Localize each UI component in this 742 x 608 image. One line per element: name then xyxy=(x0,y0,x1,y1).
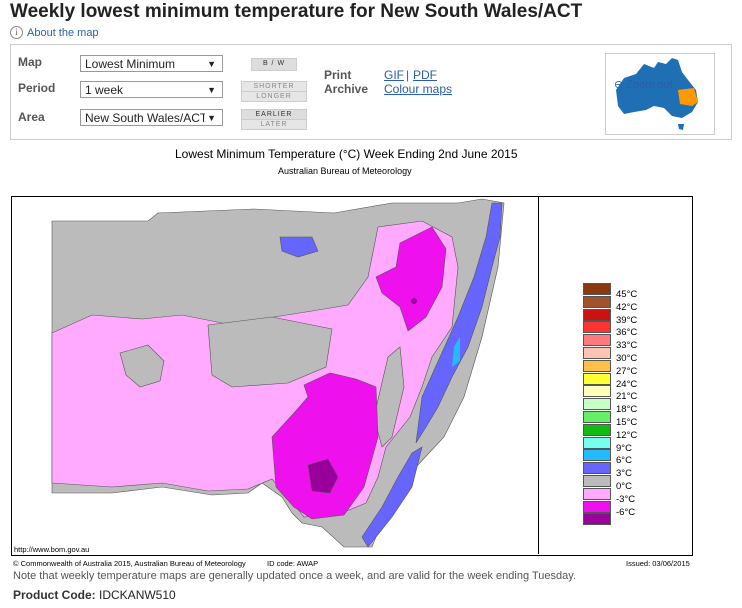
legend-label: 45°C xyxy=(616,289,638,300)
legend-label: 15°C xyxy=(616,417,638,428)
map-select-value: Lowest Minimum xyxy=(85,57,176,71)
legend-label: 33°C xyxy=(616,340,638,352)
legend-label: 18°C xyxy=(616,404,638,416)
legend-swatch xyxy=(583,423,611,436)
legend-label: 0°C xyxy=(616,481,632,492)
legend-swatch xyxy=(583,372,611,385)
legend-label: 6°C xyxy=(616,455,632,467)
product-code-value: IDCKANW510 xyxy=(99,588,176,602)
legend-label: 30°C xyxy=(616,353,638,364)
legend-label: -6°C xyxy=(616,506,636,518)
legend-swatch xyxy=(583,321,611,334)
dropdown-arrow-icon: ▼ xyxy=(205,110,216,125)
update-note: Note that weekly temperature maps are ge… xyxy=(13,570,576,582)
issued-date: Issued: 03/06/2015 xyxy=(626,559,690,568)
period-select-value: 1 week xyxy=(85,83,124,97)
link-separator: | xyxy=(406,68,410,82)
gif-link[interactable]: GIF xyxy=(384,68,404,82)
legend-swatch xyxy=(583,487,611,500)
australia-thumbnail-map[interactable] xyxy=(605,53,715,135)
zoom-out-link[interactable]: ⊖ Zoom out xyxy=(614,78,673,91)
area-label: Area xyxy=(18,110,45,124)
pdf-link[interactable]: PDF xyxy=(413,68,437,82)
legend-swatch xyxy=(583,283,611,295)
legend-swatch xyxy=(583,334,611,347)
legend-label: 24°C xyxy=(616,378,638,390)
controls-panel: Map Period Area Lowest Minimum ▼ 1 week … xyxy=(10,44,732,140)
copyright-text: © Commonwealth of Australia 2015, Austra… xyxy=(13,559,246,568)
id-code-text: ID code: AWAP xyxy=(267,559,319,568)
legend-label: 21°C xyxy=(616,391,638,403)
about-map-link[interactable]: i About the map xyxy=(10,26,99,39)
legend-label: 9°C xyxy=(616,442,632,454)
legend-swatch xyxy=(583,359,611,372)
legend-swatch xyxy=(583,385,611,398)
legend-swatch xyxy=(583,462,611,475)
period-select[interactable]: 1 week ▼ xyxy=(80,81,223,98)
page-title: Weekly lowest minimum temperature for Ne… xyxy=(10,1,583,22)
legend-label: 3°C xyxy=(616,468,632,480)
period-label: Period xyxy=(18,81,56,95)
bom-url: http://www.bom.gov.au xyxy=(14,545,90,554)
area-select-value: New South Wales/ACT xyxy=(85,111,208,125)
map-title: Lowest Minimum Temperature (°C) Week End… xyxy=(175,147,518,161)
print-label: Print xyxy=(324,68,352,82)
legend-swatch xyxy=(583,500,611,513)
legend-swatch xyxy=(583,398,611,411)
legend-label: 39°C xyxy=(616,314,638,326)
dropdown-arrow-icon: ▼ xyxy=(207,85,216,95)
legend-label: 42°C xyxy=(616,301,638,313)
legend-swatch xyxy=(583,295,611,308)
map-subtitle: Australian Bureau of Meteorology xyxy=(278,166,412,176)
dropdown-arrow-icon: ▼ xyxy=(207,59,216,69)
colour-maps-link[interactable]: Colour maps xyxy=(384,82,453,96)
product-code-label: Product Code: xyxy=(13,588,96,602)
zoom-out-icon: ⊖ xyxy=(614,79,624,91)
legend-label: 12°C xyxy=(616,429,638,441)
bw-button[interactable]: B / W xyxy=(251,58,297,71)
about-map-label: About the map xyxy=(27,26,99,39)
legend-label: -3°C xyxy=(616,493,636,505)
australia-icon xyxy=(616,58,698,130)
map-select[interactable]: Lowest Minimum ▼ xyxy=(80,55,223,72)
legend-label: 36°C xyxy=(616,327,638,339)
map-legend-divider xyxy=(538,196,539,554)
legend-swatch xyxy=(583,308,611,321)
product-code: Product Code: IDCKANW510 xyxy=(13,588,176,602)
zoom-out-label: Zoom out xyxy=(626,79,673,91)
legend-swatch xyxy=(583,347,611,359)
legend-label: 27°C xyxy=(616,365,638,377)
archive-label: Archive xyxy=(324,82,369,96)
info-icon: i xyxy=(10,26,23,39)
legend-swatch xyxy=(583,411,611,423)
area-select[interactable]: New South Wales/ACT ▼ xyxy=(80,109,223,126)
temperature-map-frame xyxy=(11,196,693,556)
longer-button[interactable]: LONGER xyxy=(241,91,307,102)
legend-swatch xyxy=(583,475,611,487)
legend-swatch xyxy=(583,449,611,462)
later-button[interactable]: LATER xyxy=(241,119,307,130)
legend-swatch xyxy=(583,513,611,526)
legend-swatch xyxy=(583,436,611,449)
nsw-temperature-map xyxy=(51,198,505,548)
map-label: Map xyxy=(18,55,42,69)
